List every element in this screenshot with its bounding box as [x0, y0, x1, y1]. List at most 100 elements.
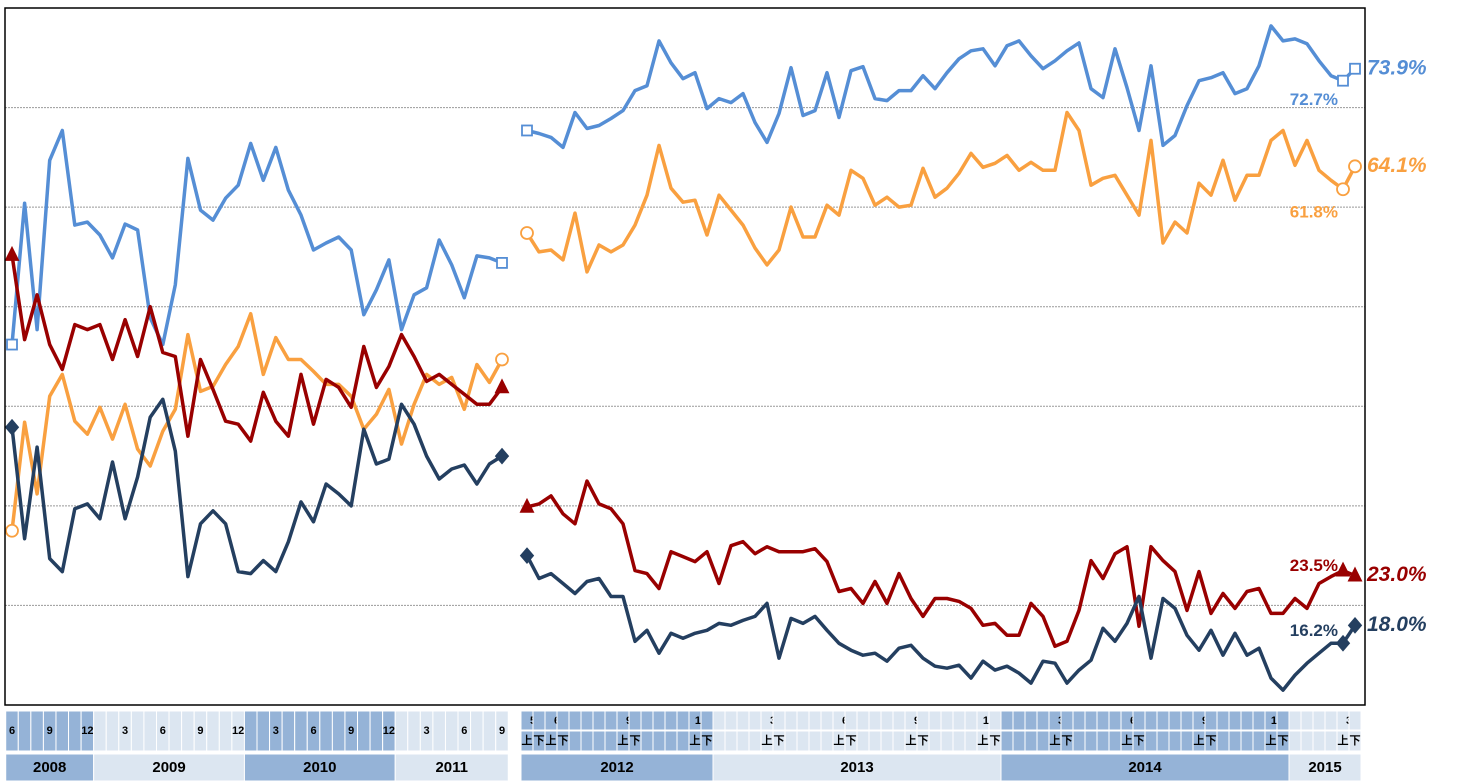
year-cell [712, 753, 1002, 781]
marker [1335, 561, 1351, 577]
month-label: 9 [47, 725, 53, 737]
year-cell [1000, 753, 1290, 781]
half-cell [652, 730, 666, 752]
marker [4, 418, 20, 436]
half-cell [808, 730, 822, 752]
month-cell [1108, 710, 1122, 731]
half-label: 下 [774, 734, 785, 747]
month-cell [68, 710, 82, 752]
month-cell [556, 710, 570, 731]
marker [521, 124, 533, 137]
month-cell [331, 710, 346, 752]
x-axis: 20086912200936912201036912201136920125上下… [5, 710, 1362, 781]
month-cell [796, 710, 810, 731]
half-cell [568, 730, 582, 752]
half-label: 上 [906, 733, 917, 747]
month-cell [1084, 710, 1098, 731]
month-cell [640, 710, 654, 731]
value-label: 61.8% [1290, 203, 1338, 222]
month-cell [1156, 710, 1170, 731]
year-label: 2012 [600, 759, 633, 776]
half-cell [1348, 730, 1362, 752]
half-label: 上 [762, 733, 773, 747]
month-cell [748, 710, 762, 731]
half-cell [724, 730, 738, 752]
half-cell [1156, 730, 1170, 752]
half-cell [952, 730, 966, 752]
year-label: 2014 [1128, 759, 1162, 776]
month-label: 3 [273, 725, 279, 737]
half-label: 上 [690, 733, 701, 747]
month-cell [369, 710, 384, 752]
month-cell [1324, 710, 1338, 731]
half-cell [964, 730, 978, 752]
marker [496, 257, 508, 269]
month-cell [256, 710, 271, 752]
value-label: 72.7% [1290, 90, 1338, 109]
year-label: 2010 [303, 759, 336, 776]
half-cell [712, 730, 726, 752]
half-cell [892, 730, 906, 752]
month-cell [1096, 710, 1110, 731]
month-cell [1300, 710, 1314, 731]
half-cell [1324, 730, 1338, 752]
month-cell [319, 710, 333, 752]
month-label: 12 [81, 725, 93, 737]
month-cell [580, 710, 594, 731]
month-cell [856, 710, 870, 731]
month-cell [470, 710, 484, 752]
half-cell [664, 730, 678, 752]
half-cell [1312, 730, 1326, 752]
half-cell [1024, 730, 1038, 752]
year-cell [1288, 753, 1362, 781]
month-cell [1204, 710, 1218, 731]
half-label: 下 [846, 734, 857, 747]
half-label: 下 [1062, 734, 1073, 747]
half-cell [1096, 730, 1110, 752]
half-label: 上 [618, 733, 629, 747]
marker [1335, 634, 1351, 652]
month-label: 3 [122, 725, 128, 737]
month-cell [940, 710, 954, 731]
month-label: 6 [9, 725, 15, 737]
month-cell [916, 710, 930, 731]
half-label: 下 [630, 734, 641, 747]
month-cell [482, 710, 497, 752]
half-cell [940, 730, 954, 752]
half-cell [1168, 730, 1182, 752]
half-cell [856, 730, 870, 752]
marker [1349, 62, 1361, 75]
half-cell [1252, 730, 1266, 752]
half-cell [1108, 730, 1122, 752]
half-cell [784, 730, 798, 752]
month-cell [181, 710, 195, 752]
value-label: 18.0% [1367, 613, 1427, 636]
month-label: 3 [424, 725, 430, 737]
marker [1337, 74, 1349, 87]
month-cell [928, 710, 942, 731]
month-cell [394, 710, 409, 752]
month-cell [592, 710, 606, 731]
month-cell [206, 710, 220, 752]
month-cell [1144, 710, 1158, 731]
month-cell [604, 710, 618, 731]
marker [494, 378, 510, 394]
month-cell [143, 710, 157, 752]
half-cell [1072, 730, 1086, 752]
month-cell [1024, 710, 1038, 731]
grid [5, 107, 1365, 606]
half-cell [1240, 730, 1254, 752]
year-cell [520, 753, 714, 781]
month-cell [676, 710, 690, 731]
half-cell [1144, 730, 1158, 752]
month-cell [1168, 710, 1182, 731]
half-label: 下 [1206, 734, 1217, 747]
marker [1347, 566, 1363, 582]
series-line [10, 110, 1357, 532]
month-cell [844, 710, 858, 731]
half-label: 上 [1122, 733, 1133, 747]
month-cell [1216, 710, 1230, 731]
month-cell [281, 710, 296, 752]
month-cell [1012, 710, 1026, 731]
month-cell [724, 710, 738, 731]
